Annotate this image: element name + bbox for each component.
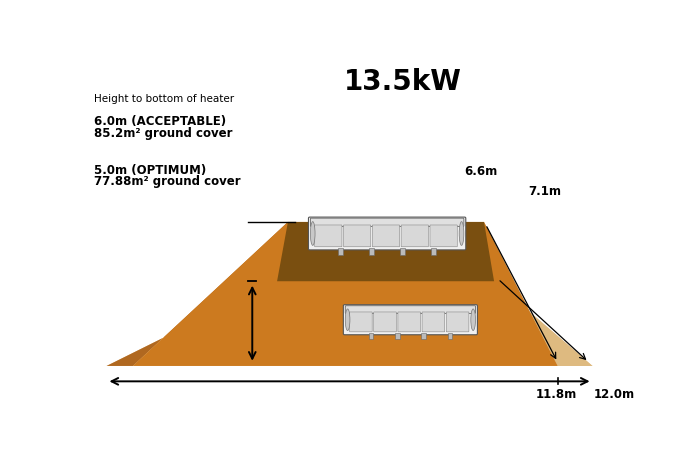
Text: 13.5kW: 13.5kW [344, 68, 462, 96]
Bar [431, 248, 436, 255]
Polygon shape [107, 281, 593, 366]
FancyBboxPatch shape [308, 217, 466, 250]
Text: 5.0m (OPTIMUM): 5.0m (OPTIMUM) [94, 164, 206, 177]
Text: 7.1m: 7.1m [528, 185, 561, 198]
Bar [421, 333, 426, 339]
Ellipse shape [459, 222, 464, 245]
Bar [369, 333, 373, 339]
Text: 6.0m (ACCEPTABLE): 6.0m (ACCEPTABLE) [94, 115, 226, 128]
FancyBboxPatch shape [430, 225, 457, 247]
FancyBboxPatch shape [372, 225, 400, 247]
Polygon shape [107, 222, 288, 366]
FancyBboxPatch shape [314, 225, 342, 247]
Polygon shape [133, 222, 557, 366]
Text: 12.0m: 12.0m [594, 387, 635, 400]
Text: 85.2m² ground cover: 85.2m² ground cover [94, 127, 233, 140]
FancyBboxPatch shape [373, 312, 397, 332]
Ellipse shape [346, 309, 350, 330]
Bar [395, 333, 399, 339]
Bar [369, 248, 374, 255]
FancyBboxPatch shape [446, 312, 469, 332]
Text: 6.6m: 6.6m [464, 165, 498, 179]
Bar [447, 333, 452, 339]
FancyBboxPatch shape [310, 218, 464, 227]
FancyBboxPatch shape [346, 306, 475, 313]
Ellipse shape [471, 309, 475, 330]
FancyBboxPatch shape [344, 305, 477, 335]
Bar [338, 248, 343, 255]
FancyBboxPatch shape [350, 312, 372, 332]
Text: 11.8m: 11.8m [536, 387, 576, 400]
FancyBboxPatch shape [398, 312, 420, 332]
Ellipse shape [310, 222, 315, 245]
Polygon shape [484, 222, 593, 366]
FancyBboxPatch shape [344, 225, 371, 247]
Text: 77.88m² ground cover: 77.88m² ground cover [94, 175, 241, 188]
Bar [401, 248, 405, 255]
FancyBboxPatch shape [422, 312, 445, 332]
Text: Height to bottom of heater: Height to bottom of heater [94, 94, 234, 104]
FancyBboxPatch shape [401, 225, 428, 247]
Polygon shape [277, 222, 494, 281]
